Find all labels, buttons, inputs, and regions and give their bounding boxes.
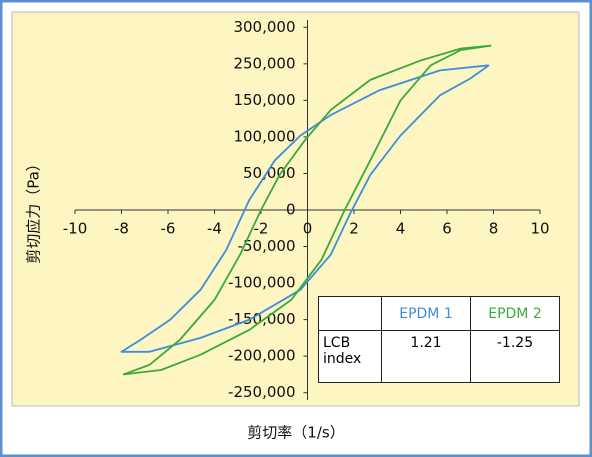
lcb-table: EPDM 1 EPDM 2 LCB index 1.21 -1.25: [318, 296, 560, 383]
column-header: EPDM 1: [381, 296, 471, 331]
y-tick-label: 300,000: [233, 18, 295, 36]
x-tick-label: -8: [114, 220, 129, 238]
x-tick-label: 10: [530, 220, 549, 238]
y-tick-label: 0: [286, 201, 296, 219]
y-tick-label: -150,000: [228, 310, 295, 328]
x-tick-label: -4: [207, 220, 222, 238]
x-tick-label: -10: [63, 220, 88, 238]
x-tick-label: 8: [489, 220, 499, 238]
y-axis-title: 剪切应力（Pa）: [25, 156, 43, 264]
x-tick-label: 2: [349, 220, 359, 238]
y-tick-label: -50,000: [238, 237, 296, 255]
x-tick-label: 0: [303, 220, 313, 238]
table-cell: -1.25: [470, 330, 560, 383]
row-header: LCB index: [318, 330, 382, 383]
x-axis-title: 剪切率（1/s）: [247, 424, 344, 442]
x-tick-label: 6: [442, 220, 452, 238]
y-tick-label: -200,000: [228, 347, 295, 365]
y-tick-label: 150,000: [233, 91, 295, 109]
x-tick-label: -2: [254, 220, 269, 238]
y-tick-label: 50,000: [243, 164, 296, 182]
y-tick-label: -250,000: [228, 383, 295, 401]
series-line: [122, 44, 492, 376]
corner-cell: [318, 296, 382, 331]
series-line: [120, 64, 490, 353]
x-tick-label: 4: [396, 220, 406, 238]
x-tick-label: -6: [161, 220, 176, 238]
table-cell: 1.21: [381, 330, 471, 383]
y-tick-label: 250,000: [233, 54, 295, 72]
y-tick-label: 100,000: [233, 127, 295, 145]
column-header: EPDM 2: [470, 296, 560, 331]
y-tick-label: -100,000: [228, 274, 295, 292]
